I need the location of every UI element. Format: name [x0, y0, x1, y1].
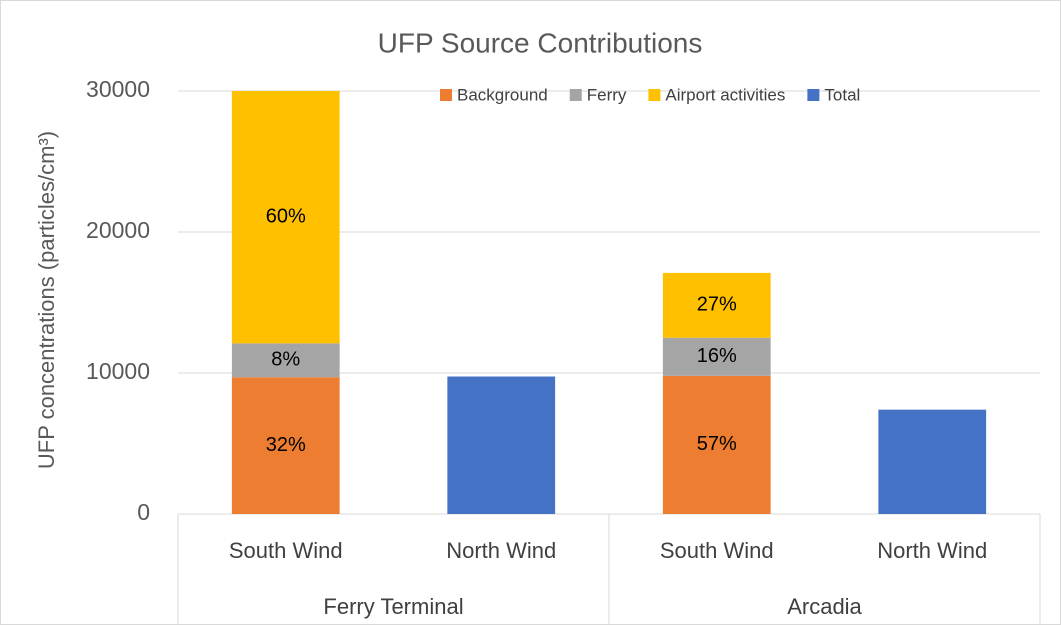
legend-label: Total — [824, 85, 860, 104]
x-tick-label: North Wind — [446, 538, 556, 563]
y-tick-label: 0 — [137, 499, 150, 525]
bar-segment — [447, 376, 556, 514]
data-label: 16% — [697, 345, 737, 367]
bar-segment — [231, 377, 340, 514]
legend-swatch — [440, 89, 452, 101]
data-label: 57% — [697, 433, 737, 455]
bar-segment — [231, 343, 340, 378]
bar-segment — [231, 91, 340, 344]
data-label: 8% — [271, 349, 300, 371]
y-tick-label: 30000 — [86, 76, 150, 102]
x-tick-label: South Wind — [660, 538, 774, 563]
chart-title: UFP Source Contributions — [378, 27, 703, 58]
legend-label: Airport activities — [665, 85, 785, 104]
y-axis-label: UFP concentrations (particles/cm³) — [34, 131, 59, 469]
bar-segment — [662, 337, 771, 376]
bar-segment — [662, 375, 771, 514]
x-tick-label: South Wind — [229, 538, 343, 563]
group-label: Arcadia — [787, 594, 862, 619]
legend-label: Ferry — [587, 85, 627, 104]
data-label: 60% — [266, 205, 306, 227]
legend-swatch — [807, 89, 820, 101]
y-tick-label: 10000 — [86, 358, 150, 384]
data-label: 27% — [697, 294, 737, 316]
y-tick-label: 20000 — [86, 217, 150, 243]
group-label: Ferry Terminal — [323, 594, 463, 619]
bar-segment — [662, 272, 771, 338]
data-label: 32% — [266, 434, 306, 456]
legend-label: Background — [457, 85, 548, 104]
bar-segment — [878, 409, 987, 514]
x-tick-label: North Wind — [877, 538, 987, 563]
legend-swatch — [648, 89, 661, 101]
legend-swatch — [569, 89, 582, 101]
